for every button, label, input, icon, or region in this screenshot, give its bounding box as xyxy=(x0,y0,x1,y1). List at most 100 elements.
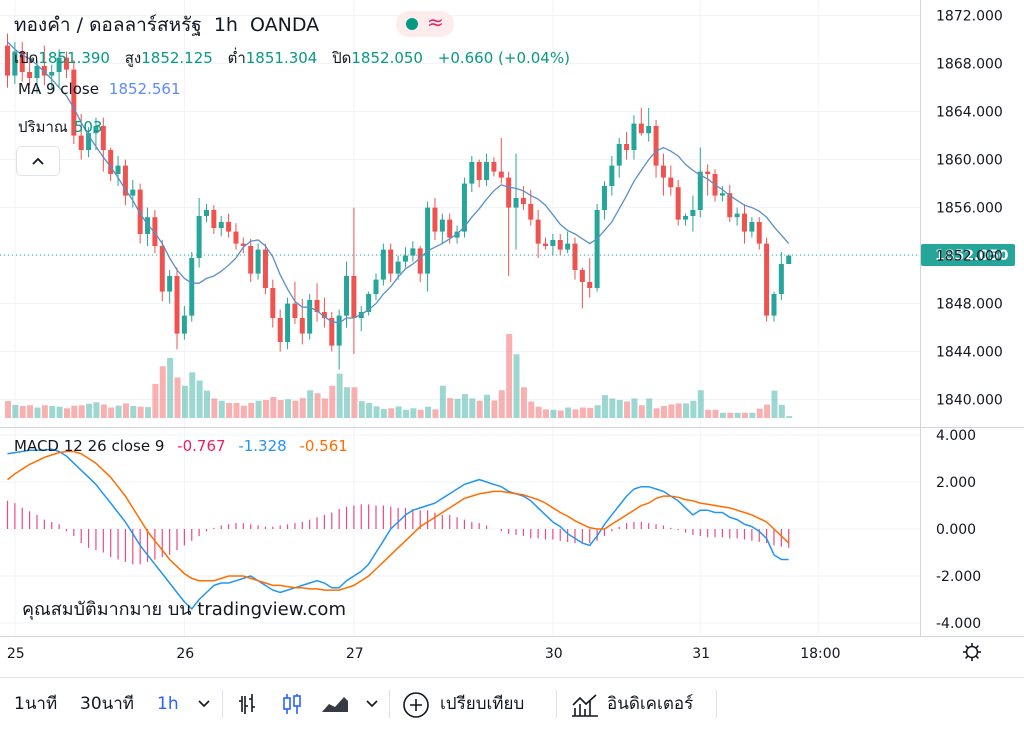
toolbar-divider xyxy=(716,690,717,718)
volume-bar xyxy=(461,394,468,418)
volume-bar xyxy=(395,406,402,418)
market-status-pill[interactable] xyxy=(396,11,454,37)
candle-body xyxy=(417,248,423,274)
compare-button[interactable]: เปรียบเทียบ xyxy=(440,694,525,714)
indicators-button[interactable]: อินดิเคเตอร์ xyxy=(607,694,694,714)
macd-title: MACD 12 26 close 9 xyxy=(14,437,165,455)
volume-bar xyxy=(616,400,623,418)
ohlc-legend: เปิด1851.390 สูง1852.125 ต่ำ1851.304 ปิด… xyxy=(14,46,580,70)
candle-body xyxy=(528,204,534,220)
candle-body xyxy=(476,162,482,180)
volume-bar xyxy=(93,402,100,418)
watermark-text: คุณสมบัติมากมาย บน tradingview.com xyxy=(22,599,346,620)
chevron-down-icon[interactable] xyxy=(196,698,212,710)
candle-body xyxy=(557,240,563,250)
volume-bar xyxy=(380,409,387,418)
price-axis-tick: 1844.000 xyxy=(936,345,1003,361)
candlestick-icon[interactable] xyxy=(280,692,304,716)
volume-bar xyxy=(152,383,159,418)
bottom-toolbar: 1นาที 30นาที 1h เปรียบเทียบ อินดิเคเตอร์ xyxy=(0,677,1024,730)
volume-bar xyxy=(609,398,616,418)
collapse-legend-button[interactable] xyxy=(16,146,60,176)
volume-bar xyxy=(543,409,550,418)
volume-bar xyxy=(358,401,365,418)
candle-body xyxy=(742,213,747,232)
candle-body xyxy=(778,264,784,294)
volume-bar xyxy=(108,407,115,418)
volume-bar xyxy=(528,401,535,418)
candle-body xyxy=(484,162,490,180)
toolbar-divider xyxy=(556,690,557,718)
candle-body xyxy=(270,288,276,318)
candle-body xyxy=(336,315,342,346)
candle-body xyxy=(115,165,121,174)
volume-bar xyxy=(535,406,542,418)
candle-body xyxy=(307,300,313,334)
area-chart-icon[interactable] xyxy=(320,692,350,716)
close-label: ปิด xyxy=(332,49,352,67)
settings-icon-tooth xyxy=(975,645,979,649)
last-price-tag-label: 1852.050 xyxy=(935,248,1009,264)
volume-bar xyxy=(314,393,321,418)
candle-body xyxy=(727,193,733,218)
plus-circle-icon[interactable] xyxy=(402,691,430,719)
macd-axis-tick: -4.000 xyxy=(936,616,981,632)
volume-bar xyxy=(196,380,203,418)
candle-body xyxy=(226,222,232,232)
candle-body xyxy=(233,231,239,244)
settings-icon-tooth xyxy=(965,655,969,659)
candle-body xyxy=(203,210,209,216)
volume-bar xyxy=(34,407,41,418)
market-open-dot-icon xyxy=(406,18,418,30)
candle-body xyxy=(314,300,320,312)
open-label: เปิด xyxy=(14,49,39,67)
settings-icon[interactable] xyxy=(963,643,981,661)
bar-chart-icon[interactable] xyxy=(236,692,260,716)
volume-bar xyxy=(601,395,608,418)
chevron-down-icon[interactable] xyxy=(364,698,380,710)
candle-body xyxy=(579,270,585,282)
candle-body xyxy=(321,312,327,318)
volume-bar xyxy=(520,387,527,418)
volume-bar xyxy=(565,407,572,418)
symbol-header[interactable]: ทองคำ / ดอลลาร์สหรัฐ 1h OANDA xyxy=(14,10,325,40)
volume-bar xyxy=(167,358,174,418)
indicators-icon[interactable] xyxy=(570,692,600,718)
volume-legend[interactable]: ปริมาณ 503 xyxy=(18,115,102,139)
volume-bar xyxy=(344,387,351,418)
volume-bar xyxy=(226,403,233,418)
candle-body xyxy=(122,165,128,196)
candle-body xyxy=(653,126,659,166)
volume-bar xyxy=(727,412,734,418)
volume-bar xyxy=(572,409,579,418)
timeframe-1m-button[interactable]: 1นาที xyxy=(14,694,58,714)
candle-body xyxy=(380,249,386,280)
candle-body xyxy=(594,210,600,288)
macd-legend[interactable]: MACD 12 26 close 9 -0.767 -1.328 -0.561 xyxy=(14,437,348,455)
ma-value: 1852.561 xyxy=(108,80,181,98)
time-axis-tick: 18:00 xyxy=(800,646,840,662)
volume-bar xyxy=(675,403,682,418)
candle-body xyxy=(108,150,114,174)
candle-body xyxy=(292,303,298,318)
open-value: 1851.390 xyxy=(38,49,110,67)
volume-bar xyxy=(506,334,513,418)
ma-legend[interactable]: MA 9 close 1852.561 xyxy=(18,80,181,98)
timeframe-30m-button[interactable]: 30นาที xyxy=(80,694,135,714)
candle-body xyxy=(388,249,394,274)
macd-line xyxy=(7,448,789,611)
volume-bar xyxy=(122,403,129,418)
candle-body xyxy=(447,219,453,238)
macd-signal-line xyxy=(7,450,790,591)
candle-body xyxy=(34,66,40,78)
volume-bar xyxy=(631,398,638,418)
time-axis-tick: 26 xyxy=(176,646,194,662)
volume-bar xyxy=(388,408,395,418)
candle-body xyxy=(550,240,556,246)
candle-body xyxy=(491,162,497,172)
timeframe-1h-button[interactable]: 1h xyxy=(157,694,179,714)
settings-icon-ring xyxy=(965,645,979,659)
macd-axis-tick: -2.000 xyxy=(936,569,981,585)
volume-bar xyxy=(476,400,483,418)
